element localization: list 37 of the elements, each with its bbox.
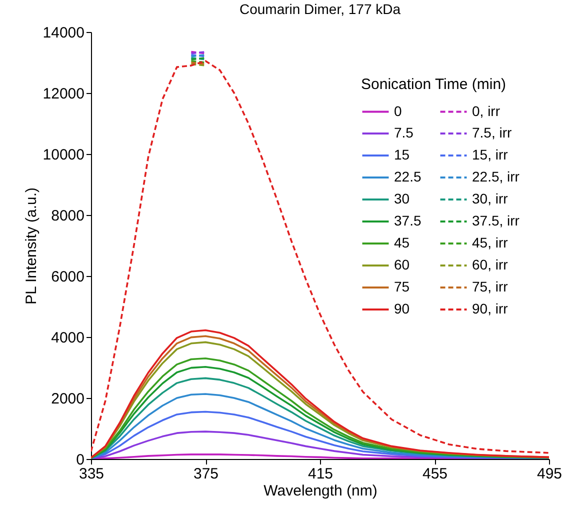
legend-label: 7.5 xyxy=(394,124,414,140)
y-tick-label: 6000 xyxy=(51,268,84,286)
legend-label: 30, irr xyxy=(472,190,508,206)
legend-label: 15 xyxy=(394,146,410,162)
y-tick-label: 2000 xyxy=(51,390,84,408)
legend-label: 15, irr xyxy=(472,146,508,162)
legend-label: 90, irr xyxy=(472,300,508,316)
x-tick-label: 375 xyxy=(193,466,219,482)
y-tick-label: 12000 xyxy=(42,86,84,102)
x-tick-label: 495 xyxy=(536,466,562,482)
legend-label: 60 xyxy=(394,256,410,272)
legend-label: 45, irr xyxy=(472,234,508,250)
legend-title: Sonication Time (min) xyxy=(361,76,506,93)
x-tick-label: 415 xyxy=(308,466,334,482)
y-tick-label: 8000 xyxy=(51,208,84,224)
y-tick-label: 10000 xyxy=(42,146,84,164)
legend-label: 22.5, irr xyxy=(472,168,520,184)
x-axis-title: Wavelength (nm) xyxy=(264,482,378,500)
y-axis-title: PL Intensity (a.u.) xyxy=(22,188,40,304)
legend-label: 0 xyxy=(394,102,402,119)
chart-title: Coumarin Dimer, 177 kDa xyxy=(239,1,401,17)
legend-label: 22.5 xyxy=(394,168,422,184)
legend-label: 75, irr xyxy=(472,278,508,294)
x-tick-label: 455 xyxy=(422,466,448,482)
legend-label: 45 xyxy=(394,234,410,250)
y-tick-label: 0 xyxy=(76,452,84,468)
legend-label: 0, irr xyxy=(472,102,500,119)
legend-label: 7.5, irr xyxy=(472,124,512,140)
legend-label: 60, irr xyxy=(472,256,508,272)
legend-label: 37.5, irr xyxy=(472,212,520,228)
y-tick-label: 14000 xyxy=(42,24,84,42)
legend-label: 90 xyxy=(394,300,410,316)
legend-label: 75 xyxy=(394,278,410,294)
x-tick-label: 335 xyxy=(78,466,104,482)
legend-label: 30 xyxy=(394,190,410,206)
y-tick-label: 4000 xyxy=(51,330,84,346)
legend-label: 37.5 xyxy=(394,212,422,228)
